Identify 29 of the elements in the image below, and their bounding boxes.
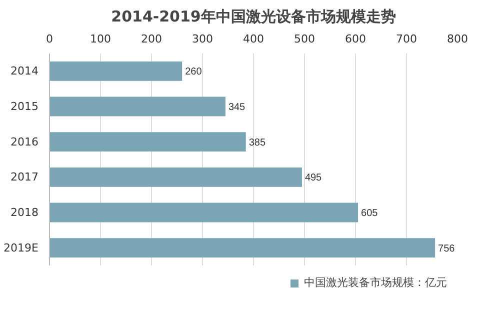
data-label: 756: [438, 243, 456, 254]
y-tick-label: 2014: [10, 64, 39, 78]
data-label: 345: [228, 102, 246, 113]
x-tick-label: 100: [90, 32, 111, 46]
x-tick-label: 0: [46, 32, 53, 46]
x-tick-label: 200: [141, 32, 162, 46]
bar: [50, 96, 226, 116]
data-label: 385: [248, 137, 266, 148]
y-tick-label: 2017: [10, 170, 39, 184]
x-tick-label: 300: [192, 32, 213, 46]
chart-title: 2014-2019年中国激光设备市场规模走势: [111, 8, 396, 26]
bar: [50, 202, 358, 222]
bar: [50, 132, 246, 152]
y-tick-label: 2019E: [4, 241, 39, 254]
x-tick-label: 400: [243, 32, 264, 46]
data-label: 495: [304, 172, 322, 184]
data-label: 260: [185, 66, 202, 78]
bar: [50, 61, 182, 81]
bar: [50, 238, 436, 258]
x-tick-label: 800: [447, 32, 468, 46]
y-tick-label: 2016: [10, 135, 39, 148]
y-tick-label: 2018: [10, 206, 39, 219]
x-tick-label: 600: [345, 32, 366, 46]
legend-label: 中国激光装备市场规模：亿元: [304, 275, 447, 290]
bar: [50, 167, 302, 187]
x-tick-label: 700: [396, 32, 417, 46]
y-tick-label: 2015: [10, 100, 39, 113]
x-tick-label: 500: [294, 32, 315, 46]
data-label: 605: [361, 208, 378, 219]
